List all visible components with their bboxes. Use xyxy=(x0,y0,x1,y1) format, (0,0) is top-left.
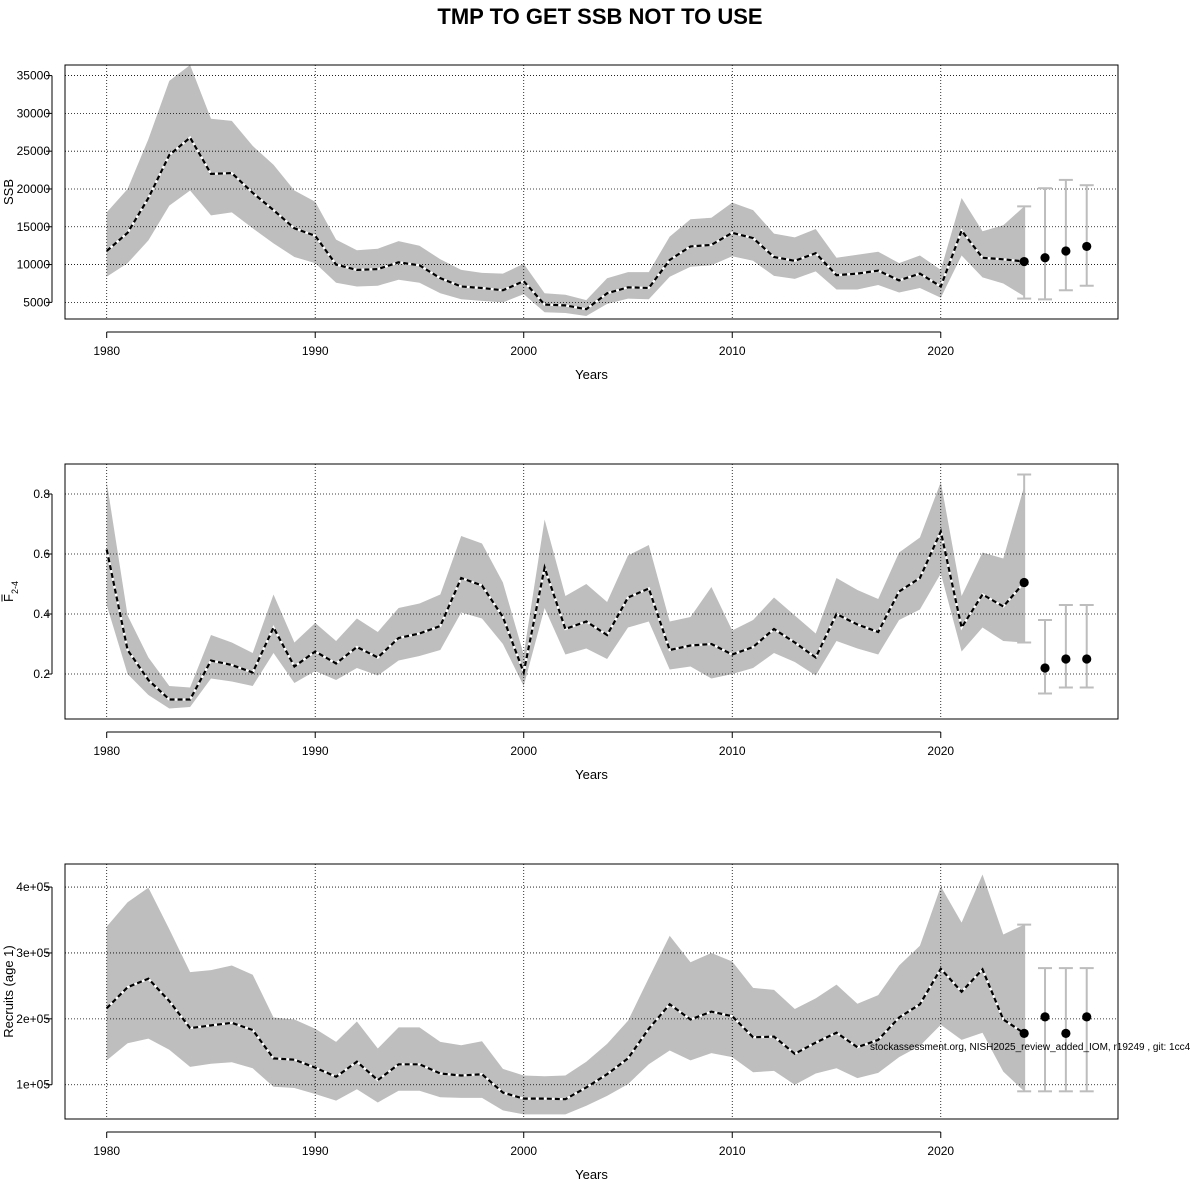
fbar-x-tick-label: 2000 xyxy=(510,744,537,758)
recruits-y-tick-label: 3e+05 xyxy=(16,946,50,960)
ssb-y-tick-label: 15000 xyxy=(17,220,51,234)
ssb-forecast-point xyxy=(1040,253,1050,263)
ssb-estimate-line xyxy=(105,135,1025,311)
fbar-x-tick-label: 1980 xyxy=(93,744,120,758)
ssb-y-tick-label: 20000 xyxy=(17,182,51,196)
ssb-confidence-band xyxy=(106,65,1025,316)
ssb-x-tick-label: 2020 xyxy=(927,344,954,358)
recruits-forecast-point xyxy=(1082,1012,1092,1022)
recruits-x-tick-label: 2000 xyxy=(510,1144,537,1158)
fbar-forecast-point xyxy=(1040,663,1050,673)
ssb-x-tick-label: 1980 xyxy=(93,344,120,358)
fbar-plot-frame xyxy=(64,463,1119,720)
recruits-y-axis-label: Recruits (age 1) xyxy=(1,945,16,1037)
chart-title: TMP TO GET SSB NOT TO USE xyxy=(437,4,762,29)
fbar-y-axis-label-subscript: 2-4 xyxy=(10,581,20,594)
fbar-estimate-line xyxy=(105,527,1026,701)
fbar-confidence-band xyxy=(106,482,1025,709)
recruits-y-tick-label: 4e+05 xyxy=(16,880,50,894)
fbar-forecast-point xyxy=(1082,654,1092,664)
panel-fbar: 1980 1990 2000 2010 2020 Years 0.2 0.4 0.6 0.8 F2-… xyxy=(1,463,1119,782)
fbar-x-tick-label: 1990 xyxy=(302,744,329,758)
fbar-x-axis-label: Years xyxy=(575,767,608,782)
ssb-x-tick-label: 2010 xyxy=(719,344,746,358)
recruits-x-tick-label: 2010 xyxy=(719,1144,746,1158)
ssb-x-axis-label: Years xyxy=(575,367,608,382)
recruits-confidence-band xyxy=(106,874,1025,1115)
ssb-forecast-point xyxy=(1019,256,1029,267)
fbar-y-tick-label: 0.2 xyxy=(33,667,50,681)
recruits-estimate-line xyxy=(105,966,1025,1101)
recruits-y-tick-label: 2e+05 xyxy=(16,1012,50,1026)
ssb-y-tick-label: 30000 xyxy=(17,106,51,120)
ssb-plot-frame xyxy=(64,64,1119,320)
recruits-x-tick-label: 1980 xyxy=(93,1144,120,1158)
recruits-x-tick-label: 2020 xyxy=(927,1144,954,1158)
ssb-x-tick-label: 1990 xyxy=(302,344,329,358)
recruits-forecast-point xyxy=(1040,1012,1050,1022)
fbar-x-tick-label: 2010 xyxy=(719,744,746,758)
ssb-y-tick-label: 5000 xyxy=(23,295,50,309)
footnote: stockassessment.org, NISH2025_review_add… xyxy=(870,1042,1191,1053)
fbar-y-tick-label: 0.4 xyxy=(33,607,50,621)
fbar-forecast-point xyxy=(1019,577,1029,588)
recruits-plot-frame xyxy=(64,863,1119,1120)
ssb-x-tick-label: 2000 xyxy=(510,344,537,358)
recruits-forecast-point xyxy=(1019,1028,1029,1038)
ssb-y-tick-label: 35000 xyxy=(17,69,51,83)
chart-panels: 1980 1990 2000 2010 2020 Years 5000 10000 15000 2… xyxy=(1,64,1119,1182)
fbar-forecast-point xyxy=(1061,654,1071,664)
ssb-forecast-point xyxy=(1082,241,1092,252)
fbar-x-tick-label: 2020 xyxy=(927,744,954,758)
fbar-y-tick-label: 0.8 xyxy=(33,487,50,501)
panel-recruits: 1980 1990 2000 2010 2020 Years 1e+05 2e+05 3e+05… xyxy=(1,863,1119,1182)
ssb-y-tick-label: 10000 xyxy=(17,258,51,272)
fbar-y-tick-label: 0.6 xyxy=(33,547,50,561)
recruits-y-tick-label: 1e+05 xyxy=(16,1078,50,1092)
ssb-y-axis-label: SSB xyxy=(1,179,16,205)
panel-ssb: 1980 1990 2000 2010 2020 Years 5000 10000 15000 2… xyxy=(1,64,1119,382)
recruits-x-tick-label: 1990 xyxy=(302,1144,329,1158)
fbar-y-axis-label: F2-4 xyxy=(1,581,20,602)
ssb-forecast-point xyxy=(1061,246,1071,256)
recruits-x-axis-label: Years xyxy=(575,1167,608,1182)
ssb-y-tick-label: 25000 xyxy=(17,144,51,158)
recruits-forecast-point xyxy=(1061,1028,1071,1038)
